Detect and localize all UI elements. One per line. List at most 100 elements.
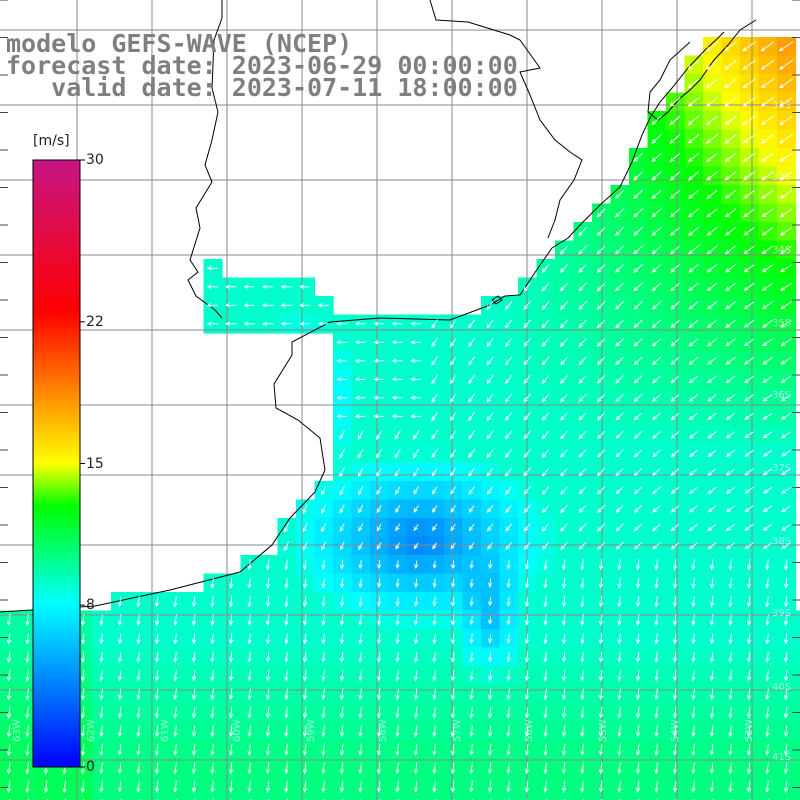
wind-arrow bbox=[781, 542, 791, 550]
wind-arrow bbox=[651, 226, 662, 236]
wind-cell bbox=[0, 795, 20, 800]
wind-arrow bbox=[633, 338, 643, 347]
wind-arrow bbox=[744, 431, 754, 439]
wind-arrow bbox=[746, 780, 752, 793]
wind-arrow bbox=[560, 430, 568, 440]
wind-arrow bbox=[596, 467, 606, 477]
latitude-label: 39S bbox=[772, 608, 792, 619]
wind-arrow bbox=[688, 282, 699, 292]
wind-arrow bbox=[689, 523, 698, 532]
wind-arrow bbox=[578, 356, 587, 366]
wind-arrow bbox=[654, 688, 659, 701]
wind-arrow bbox=[523, 430, 531, 440]
wind-arrow bbox=[709, 614, 715, 626]
wind-arrow bbox=[651, 245, 662, 255]
wind-arrow bbox=[761, 227, 774, 236]
wind-arrow bbox=[617, 688, 622, 701]
wind-arrow bbox=[670, 264, 680, 273]
wind-arrow bbox=[761, 208, 774, 218]
wind-arrow bbox=[524, 651, 530, 663]
colorbar-tick-label: 30 bbox=[86, 152, 104, 168]
wind-arrow bbox=[504, 449, 513, 459]
wind-arrow bbox=[615, 430, 624, 440]
longitude-label: 63W bbox=[12, 719, 23, 742]
wind-cell bbox=[37, 795, 57, 800]
wind-arrow bbox=[615, 319, 624, 329]
wind-arrow bbox=[413, 524, 419, 532]
wind-arrow bbox=[413, 743, 419, 756]
wind-arrow bbox=[743, 245, 755, 255]
wind-arrow bbox=[450, 614, 456, 626]
wind-arrow bbox=[761, 245, 774, 255]
wind-arrow bbox=[468, 505, 475, 513]
wind-arrow bbox=[413, 542, 419, 550]
wind-arrow bbox=[654, 762, 659, 775]
wind-cell bbox=[148, 795, 168, 800]
wind-arrow bbox=[376, 578, 382, 589]
wind-arrow bbox=[762, 449, 773, 457]
wind-arrow bbox=[523, 282, 531, 292]
wind-arrow bbox=[6, 669, 12, 682]
wind-arrow bbox=[635, 670, 641, 682]
wind-arrows bbox=[6, 41, 794, 800]
wind-arrow bbox=[783, 762, 789, 775]
wind-arrow bbox=[765, 559, 770, 571]
wind-arrow bbox=[707, 523, 717, 532]
wind-arrow bbox=[376, 430, 383, 440]
wind-arrow bbox=[615, 467, 624, 477]
wind-arrow bbox=[265, 559, 271, 571]
wind-arrow bbox=[450, 651, 456, 663]
wind-cell bbox=[795, 777, 800, 797]
longitude-label: 58W bbox=[378, 719, 389, 742]
wind-arrow bbox=[691, 577, 696, 589]
wind-arrow bbox=[354, 321, 366, 326]
longitude-label: 59W bbox=[306, 719, 317, 742]
wind-arrow bbox=[247, 633, 252, 645]
wind-arrow bbox=[413, 486, 419, 495]
wind-cell bbox=[573, 795, 593, 800]
wind-arrow bbox=[265, 688, 271, 701]
wind-arrow bbox=[376, 467, 382, 477]
wind-arrow bbox=[173, 725, 178, 738]
wind-arrow bbox=[284, 633, 289, 645]
wind-arrow bbox=[358, 541, 364, 551]
wind-arrow bbox=[746, 670, 752, 682]
wind-arrow bbox=[99, 614, 104, 626]
wind-arrow bbox=[357, 448, 364, 459]
wind-arrow bbox=[210, 596, 215, 608]
wind-arrow bbox=[432, 743, 437, 756]
wind-arrow bbox=[744, 542, 754, 550]
wind-arrow bbox=[541, 264, 550, 273]
wind-arrow bbox=[523, 467, 531, 477]
wind-arrow bbox=[487, 725, 493, 738]
wind-arrow bbox=[173, 780, 178, 793]
wind-arrow bbox=[469, 706, 474, 719]
wind-arrow bbox=[321, 559, 326, 570]
wind-arrow bbox=[765, 596, 770, 608]
wind-cell bbox=[777, 795, 797, 800]
wind-arrow bbox=[760, 97, 775, 107]
wind-arrow bbox=[486, 374, 494, 385]
wind-arrow bbox=[635, 596, 641, 608]
wind-arrow bbox=[243, 284, 255, 289]
wind-arrow bbox=[247, 614, 252, 626]
wind-arrow bbox=[688, 189, 699, 199]
wind-arrow bbox=[284, 577, 289, 589]
wind-arrow bbox=[228, 614, 234, 626]
wind-arrow bbox=[302, 559, 308, 571]
wind-arrow bbox=[339, 706, 345, 719]
wind-arrow bbox=[707, 431, 717, 439]
wind-arrow bbox=[488, 560, 493, 570]
wind-arrow bbox=[709, 743, 715, 756]
wind-arrow bbox=[669, 115, 681, 126]
wind-arrow bbox=[780, 412, 791, 420]
wind-arrow bbox=[99, 762, 104, 775]
wind-arrow bbox=[210, 706, 215, 719]
wind-cell bbox=[629, 795, 649, 800]
wind-arrow bbox=[410, 321, 422, 326]
wind-arrow bbox=[543, 725, 548, 738]
wind-arrow bbox=[560, 375, 569, 384]
wind-arrow bbox=[596, 226, 606, 237]
longitude-label: 57W bbox=[452, 719, 463, 742]
wind-arrow bbox=[99, 633, 104, 645]
